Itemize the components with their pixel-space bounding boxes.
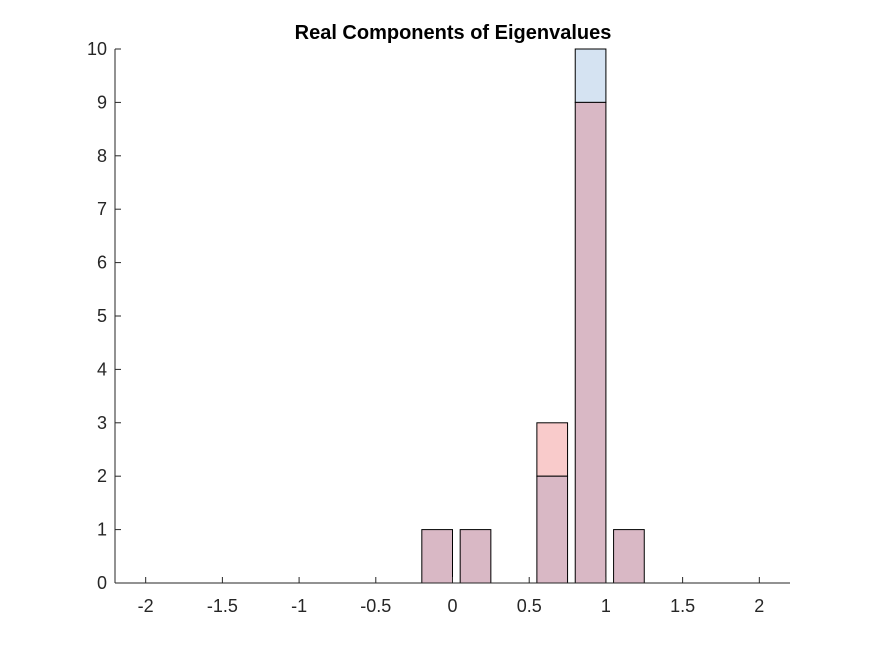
x-tick-label-1: -1.5 [207, 596, 238, 616]
histogram-bar-11 [574, 101, 607, 584]
y-tick-label-9: 9 [97, 92, 107, 112]
y-tick-label-1: 1 [97, 520, 107, 540]
y-tick-label-7: 7 [97, 199, 107, 219]
x-tick-label-3: -0.5 [360, 596, 391, 616]
y-tick-label-8: 8 [97, 146, 107, 166]
axes-group: 0 1 2 3 4 5 6 7 8 9 10 -2 -1.5 -1 -0.5 0 0.5 1 1.5 2 [87, 39, 790, 616]
histogram-bar-8 [459, 529, 492, 584]
x-tick-label-6: 1 [601, 596, 611, 616]
y-tick-label-0: 0 [97, 573, 107, 593]
y-tick-label-10: 10 [87, 39, 107, 59]
histogram-bar-10 [536, 475, 569, 584]
x-tick-label-2: -1 [291, 596, 307, 616]
y-tick-label-4: 4 [97, 359, 107, 379]
chart-title: Real Components of Eigenvalues [295, 22, 612, 44]
y-tick-label-6: 6 [97, 253, 107, 273]
y-tick-label-5: 5 [97, 306, 107, 326]
histogram-bar-upper-10 [536, 422, 569, 477]
y-tick-label-2: 2 [97, 466, 107, 486]
x-tick-label-4: 0 [447, 596, 457, 616]
x-tick-label-5: 0.5 [517, 596, 542, 616]
bars-group [421, 48, 645, 584]
x-tick-label-8: 2 [754, 596, 764, 616]
histogram-bar-upper-11 [574, 48, 607, 103]
histogram-bar-7 [421, 529, 453, 584]
histogram-bar-12 [613, 529, 645, 584]
y-tick-label-3: 3 [97, 413, 107, 433]
x-tick-label-0: -2 [138, 596, 154, 616]
x-tick-label-7: 1.5 [670, 596, 695, 616]
